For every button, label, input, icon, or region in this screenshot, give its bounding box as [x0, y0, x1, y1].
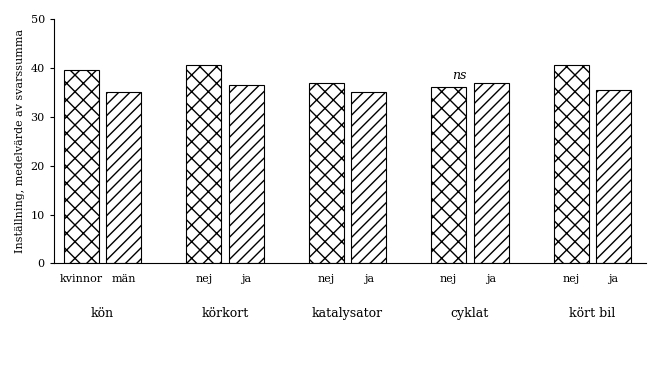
Text: kört bil: kört bil	[569, 307, 615, 320]
Bar	[64, 70, 98, 263]
Bar	[473, 82, 508, 263]
Text: katalysator: katalysator	[312, 307, 383, 320]
Text: cyklat: cyklat	[451, 307, 489, 320]
Bar	[186, 65, 221, 263]
Y-axis label: Inställning, medelvärde av svarssumma: Inställning, medelvärde av svarssumma	[15, 29, 25, 253]
Text: kön: kön	[91, 307, 114, 320]
Text: ns: ns	[452, 69, 467, 82]
Bar	[553, 65, 588, 263]
Bar	[431, 87, 466, 263]
Bar	[229, 85, 264, 263]
Text: körkort: körkort	[202, 307, 249, 320]
Bar	[351, 93, 386, 263]
Bar	[309, 82, 344, 263]
Bar	[106, 93, 141, 263]
Bar	[596, 90, 631, 263]
